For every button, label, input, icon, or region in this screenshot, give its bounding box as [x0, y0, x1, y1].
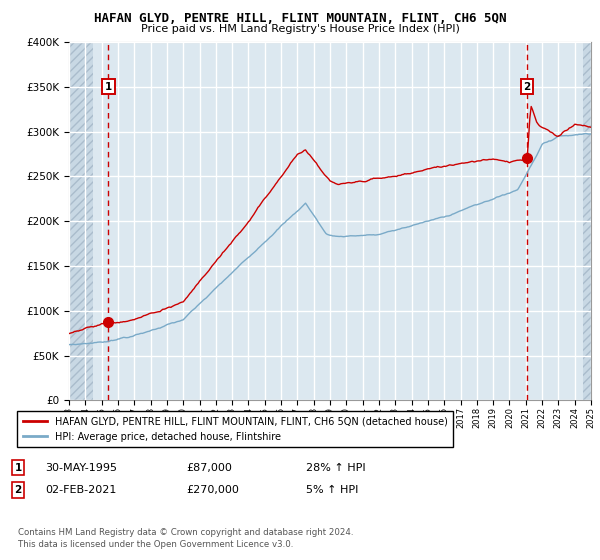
Text: 2: 2: [14, 485, 22, 495]
Text: £87,000: £87,000: [186, 463, 232, 473]
Text: 30-MAY-1995: 30-MAY-1995: [45, 463, 117, 473]
Text: 28% ↑ HPI: 28% ↑ HPI: [306, 463, 365, 473]
Text: 5% ↑ HPI: 5% ↑ HPI: [306, 485, 358, 495]
Text: Contains HM Land Registry data © Crown copyright and database right 2024.
This d: Contains HM Land Registry data © Crown c…: [18, 528, 353, 549]
Text: 1: 1: [14, 463, 22, 473]
Text: HAFAN GLYD, PENTRE HILL, FLINT MOUNTAIN, FLINT, CH6 5QN: HAFAN GLYD, PENTRE HILL, FLINT MOUNTAIN,…: [94, 12, 506, 25]
Text: 2: 2: [524, 82, 531, 92]
Text: Price paid vs. HM Land Registry's House Price Index (HPI): Price paid vs. HM Land Registry's House …: [140, 24, 460, 34]
Legend: HAFAN GLYD, PENTRE HILL, FLINT MOUNTAIN, FLINT, CH6 5QN (detached house), HPI: A: HAFAN GLYD, PENTRE HILL, FLINT MOUNTAIN,…: [17, 411, 454, 447]
Text: 1: 1: [104, 82, 112, 92]
Bar: [69, 42, 94, 400]
Text: £270,000: £270,000: [186, 485, 239, 495]
Text: 02-FEB-2021: 02-FEB-2021: [45, 485, 116, 495]
Bar: [583, 42, 591, 400]
